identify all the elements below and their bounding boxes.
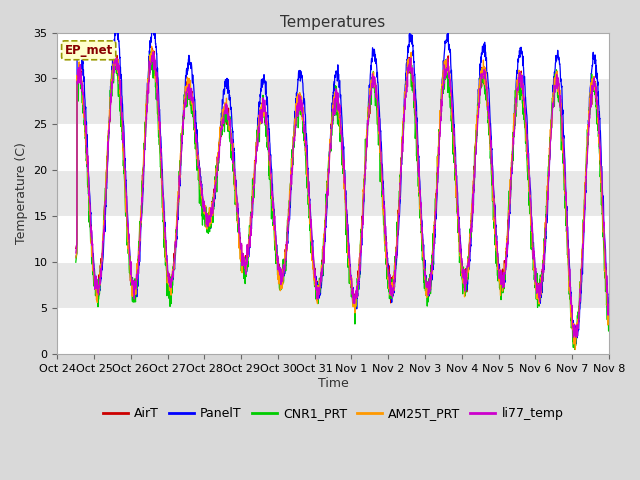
CNR1_PRT [207, 209, 215, 215]
AM25T_PRT [493, 255, 501, 261]
X-axis label: Time: Time [317, 377, 349, 390]
Title: Temperatures: Temperatures [280, 15, 386, 30]
AirT [361, 171, 369, 177]
Line: AirT: AirT [76, 48, 609, 342]
AM25T_PRT [572, 347, 579, 352]
PanelT [605, 303, 612, 309]
CNR1_PRT [605, 328, 612, 334]
PanelT [556, 64, 564, 70]
li77_temp [572, 328, 579, 334]
Bar [58, 124, 609, 170]
PanelT [207, 218, 215, 224]
PanelT [493, 244, 501, 250]
Bar [58, 262, 609, 308]
AirT [493, 257, 501, 263]
li77_temp [493, 239, 501, 244]
CNR1_PRT [361, 175, 369, 180]
CNR1_PRT [572, 338, 579, 344]
CNR1_PRT [556, 98, 564, 104]
CNR1_PRT [493, 260, 501, 266]
AM25T_PRT [349, 289, 356, 295]
AirT [605, 319, 612, 324]
Bar [58, 33, 609, 79]
Bar [58, 216, 609, 262]
li77_temp [349, 286, 356, 292]
PanelT [349, 285, 356, 290]
li77_temp [207, 208, 215, 214]
Bar [58, 170, 609, 216]
AirT [349, 289, 356, 295]
CNR1_PRT [349, 300, 356, 306]
li77_temp [361, 171, 369, 177]
AM25T_PRT [207, 216, 215, 222]
Y-axis label: Temperature (C): Temperature (C) [15, 143, 28, 244]
Text: EP_met: EP_met [65, 44, 113, 57]
AM25T_PRT [605, 310, 612, 316]
AM25T_PRT [361, 172, 369, 178]
AirT [572, 334, 579, 340]
Bar [58, 79, 609, 124]
li77_temp [605, 308, 612, 313]
Line: li77_temp: li77_temp [76, 52, 609, 337]
Line: AM25T_PRT: AM25T_PRT [76, 46, 609, 349]
AirT [556, 94, 564, 100]
Legend: AirT, PanelT, CNR1_PRT, AM25T_PRT, li77_temp: AirT, PanelT, CNR1_PRT, AM25T_PRT, li77_… [98, 402, 568, 425]
Bar [58, 308, 609, 354]
AirT [207, 214, 215, 219]
Line: CNR1_PRT: CNR1_PRT [76, 51, 609, 349]
PanelT [572, 335, 579, 341]
PanelT [361, 176, 369, 181]
Line: PanelT: PanelT [76, 33, 609, 344]
li77_temp [556, 93, 564, 99]
AM25T_PRT [556, 98, 564, 104]
